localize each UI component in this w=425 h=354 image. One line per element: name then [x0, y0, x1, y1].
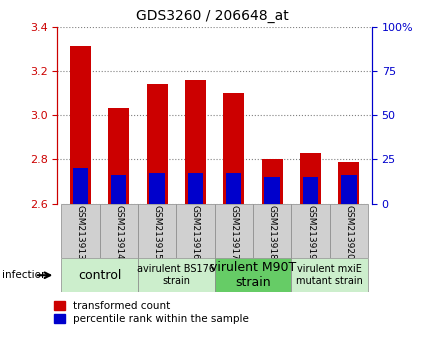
Bar: [185, 80, 206, 204]
Text: control: control: [78, 269, 121, 282]
Text: GSM213919: GSM213919: [306, 205, 315, 260]
Text: GSM213917: GSM213917: [230, 205, 238, 260]
Text: GSM213918: GSM213918: [268, 205, 277, 260]
Text: GSM213915: GSM213915: [153, 205, 162, 260]
Bar: [138, 258, 215, 292]
Bar: [300, 153, 321, 204]
Bar: [73, 168, 88, 204]
Bar: [226, 173, 241, 204]
Bar: [262, 159, 283, 204]
Bar: [341, 175, 357, 204]
Bar: [61, 204, 99, 258]
Bar: [215, 204, 253, 258]
Bar: [188, 173, 203, 204]
Legend: transformed count, percentile rank within the sample: transformed count, percentile rank withi…: [54, 301, 249, 324]
Bar: [138, 204, 176, 258]
Text: avirulent BS176
strain: avirulent BS176 strain: [137, 264, 215, 286]
Text: GSM213920: GSM213920: [344, 205, 353, 260]
Text: GSM213914: GSM213914: [114, 205, 123, 260]
Bar: [61, 258, 138, 292]
Text: infection: infection: [2, 270, 48, 280]
Text: GDS3260 / 206648_at: GDS3260 / 206648_at: [136, 9, 289, 23]
Bar: [291, 258, 368, 292]
Text: virulent M90T
strain: virulent M90T strain: [210, 261, 296, 289]
Text: GSM213916: GSM213916: [191, 205, 200, 260]
Bar: [338, 161, 360, 204]
Bar: [215, 258, 291, 292]
Bar: [176, 204, 215, 258]
Bar: [223, 93, 244, 204]
Bar: [111, 175, 126, 204]
Bar: [291, 204, 330, 258]
Bar: [330, 204, 368, 258]
Bar: [70, 46, 91, 204]
Bar: [99, 204, 138, 258]
Bar: [264, 177, 280, 204]
Bar: [147, 84, 167, 204]
Text: virulent mxiE
mutant strain: virulent mxiE mutant strain: [296, 264, 363, 286]
Bar: [150, 173, 165, 204]
Bar: [253, 204, 291, 258]
Bar: [303, 177, 318, 204]
Text: GSM213913: GSM213913: [76, 205, 85, 260]
Bar: [108, 108, 129, 204]
